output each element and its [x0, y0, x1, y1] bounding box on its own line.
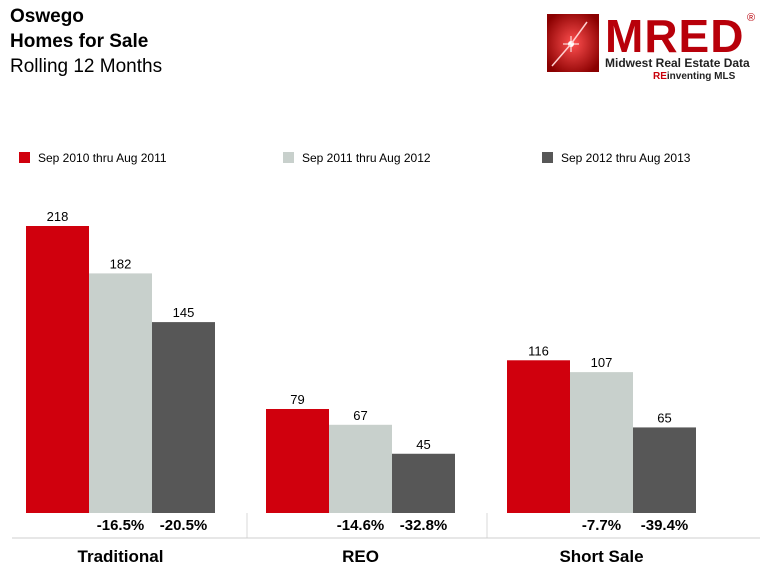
bar: [570, 372, 633, 513]
bar: [89, 273, 152, 513]
mred-logo: MRED ® Midwest Real Estate Data REinvent…: [547, 12, 767, 94]
legend-label: Sep 2010 thru Aug 2011: [38, 151, 167, 165]
logo-wordmark: MRED: [605, 10, 745, 62]
data-label: 65: [657, 410, 671, 425]
legend-swatch: [542, 152, 553, 163]
data-label: 107: [591, 355, 613, 370]
pct-change-label: -7.7%: [582, 517, 621, 534]
logo-tagline: Midwest Real Estate Data: [605, 56, 750, 70]
legend-label: Sep 2012 thru Aug 2013: [561, 151, 691, 165]
slogan-prefix: RE: [653, 71, 667, 82]
pct-change-label: -39.4%: [641, 517, 689, 534]
chart-title: Oswego Homes for Sale Rolling 12 Months: [10, 4, 162, 79]
category-label: REO: [342, 547, 379, 566]
data-label: 67: [353, 408, 367, 423]
category-label: Short Sale: [559, 547, 643, 566]
pct-change-label: -14.6%: [337, 517, 385, 534]
logo-slogan: REinventing MLS: [653, 71, 735, 82]
pct-change-label: -32.8%: [400, 517, 448, 534]
bar: [26, 226, 89, 513]
data-label: 116: [528, 343, 549, 358]
bar: [507, 360, 570, 513]
legend-swatch: [283, 152, 294, 163]
pct-change-label: -16.5%: [97, 517, 145, 534]
pct-change-label: -20.5%: [160, 517, 208, 534]
bar: [266, 408, 329, 513]
title-subject: Homes for Sale: [10, 31, 149, 52]
data-label: 79: [290, 392, 304, 407]
bar: [633, 427, 696, 513]
data-label: 45: [416, 437, 430, 452]
title-period: Rolling 12 Months: [10, 56, 163, 77]
title-location: Oswego: [10, 6, 84, 27]
data-label: 218: [47, 209, 69, 224]
bar: [392, 453, 455, 513]
logo-emblem-icon: [547, 14, 599, 72]
category-label: Traditional: [78, 547, 164, 566]
bar: [152, 322, 215, 513]
data-label: 182: [110, 256, 132, 271]
bar: [329, 424, 392, 513]
legend-label: Sep 2011 thru Aug 2012: [302, 151, 431, 165]
legend-swatch: [19, 152, 30, 163]
slogan-rest: inventing MLS: [666, 71, 736, 82]
registered-mark: ®: [747, 12, 756, 24]
data-label: 145: [173, 305, 195, 320]
